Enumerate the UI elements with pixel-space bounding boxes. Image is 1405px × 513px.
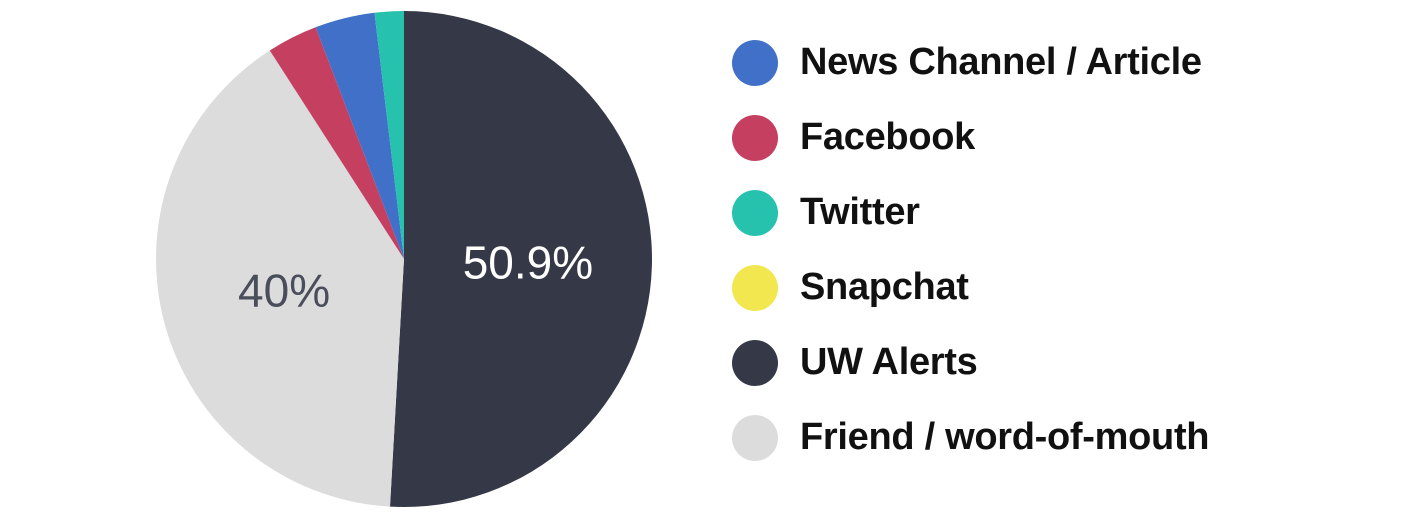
pie-slice-news-channel-article — [315, 12, 404, 260]
legend-swatch-twitter — [732, 189, 778, 236]
pie-slice-twitter — [374, 11, 404, 259]
pie-slice-facebook — [269, 27, 404, 259]
legend-item-uw-alerts: UW Alerts — [732, 338, 1209, 387]
pie-slice-friend-word-of-mouth — [156, 50, 404, 507]
legend-label: UW Alerts — [800, 341, 978, 383]
legend-label: Friend / word-of-mouth — [800, 416, 1210, 458]
legend-swatch-uw-alerts — [732, 339, 778, 386]
pie-plot-area: 50.9% 40% — [156, 11, 653, 507]
legend-item-friend-word-of-mouth: Friend / word-of-mouth — [732, 413, 1210, 462]
legend-label: Snapchat — [800, 266, 969, 308]
legend-item-news-channel-article: News Channel / Article — [732, 38, 1209, 87]
legend-label: Facebook — [800, 116, 975, 158]
legend-swatch-snapchat — [732, 264, 778, 311]
data-label-uw-alerts: 50.9% — [463, 237, 593, 289]
pie-slice-uw-alerts — [389, 11, 653, 507]
legend-item-twitter: Twitter — [732, 188, 1209, 237]
legend: News Channel / Article Facebook Twitter Sna… — [732, 38, 1210, 462]
legend-item-snapchat: Snapchat — [732, 263, 1209, 312]
legend-item-facebook: Facebook — [732, 113, 1209, 162]
data-label-friend-word-of-mouth: 40% — [238, 265, 330, 317]
legend-swatch-friend-word-of-mouth — [732, 414, 778, 461]
legend-label: News Channel / Article — [800, 41, 1202, 83]
legend-swatch-news-channel-article — [732, 39, 778, 86]
legend-label: Twitter — [800, 191, 920, 233]
legend-swatch-facebook — [732, 114, 778, 161]
